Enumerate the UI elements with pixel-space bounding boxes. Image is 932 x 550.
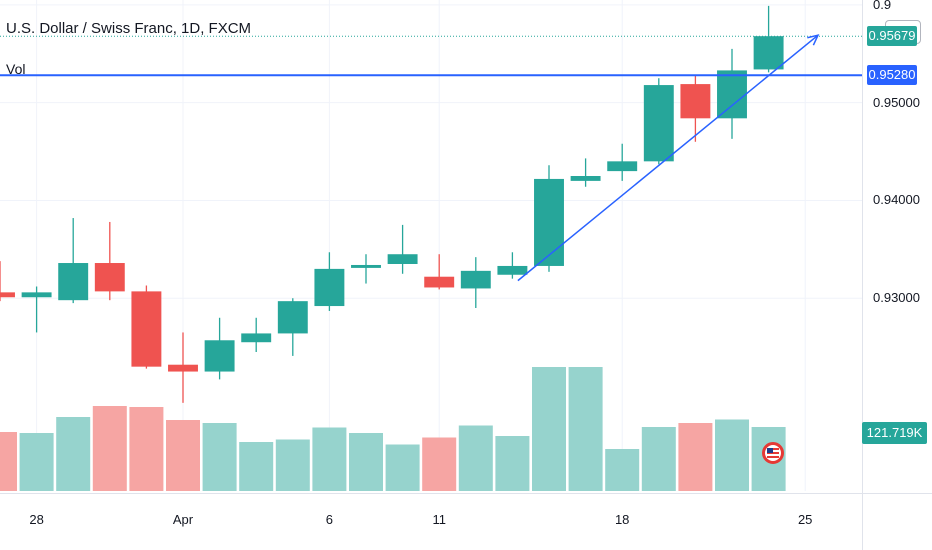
volume-bar xyxy=(312,427,347,491)
volume-bar xyxy=(422,437,457,491)
time-axis-label: 11 xyxy=(432,512,446,527)
volume-bar xyxy=(715,419,749,491)
volume-bar xyxy=(0,432,17,491)
volume-bar xyxy=(202,423,237,491)
candle-body xyxy=(277,301,308,334)
volume-bar xyxy=(92,406,127,491)
candle-body xyxy=(0,292,15,298)
volume-bar xyxy=(605,449,640,491)
price-axis-label: 0.93000 xyxy=(873,290,920,306)
candle-body xyxy=(204,340,235,372)
flag-canton xyxy=(767,448,773,453)
time-axis-label: 6 xyxy=(325,512,334,527)
time-axis-label: 25 xyxy=(797,512,813,527)
volume-bar xyxy=(458,425,493,491)
volume-legend-label[interactable]: Vol xyxy=(6,61,26,77)
price-axis-label: 0.95000 xyxy=(873,94,920,110)
candle-body xyxy=(21,292,52,298)
volume-bar xyxy=(532,367,566,491)
candle-body xyxy=(753,36,784,70)
candle-body xyxy=(717,70,747,119)
volume-bar xyxy=(19,433,54,491)
candle-body xyxy=(680,84,711,119)
volume-bar xyxy=(166,420,200,491)
candle-body xyxy=(497,265,528,275)
volume-bar xyxy=(385,444,420,491)
candle-body xyxy=(241,333,272,343)
volume-bar xyxy=(129,407,164,491)
trendline-arrowhead xyxy=(807,34,820,46)
volume-bar xyxy=(495,436,530,491)
candle-body xyxy=(387,254,418,264)
candle-body xyxy=(94,263,125,292)
candle-body xyxy=(314,268,345,307)
candle-body xyxy=(570,176,601,181)
price-axis-label: 0.94000 xyxy=(873,192,920,208)
time-axis-label: Apr xyxy=(172,512,194,527)
volume-bar xyxy=(568,367,603,491)
last-price-tag: 0.95679 xyxy=(867,26,917,47)
candle-body xyxy=(58,263,89,301)
candle-body xyxy=(460,270,491,289)
trendline xyxy=(517,34,819,282)
volume-bar xyxy=(641,427,676,491)
candle-body xyxy=(131,291,162,367)
volume-bar xyxy=(349,433,383,491)
volume-bar xyxy=(678,423,713,491)
volume-bar xyxy=(56,417,91,491)
candle-body xyxy=(351,264,381,268)
candle-body xyxy=(168,364,198,372)
volume-bar xyxy=(275,439,310,491)
candle-body xyxy=(424,276,455,288)
candle-body xyxy=(534,178,564,266)
volume-value-tag: 121.719K xyxy=(862,422,927,444)
price-axis-label: 0.9 xyxy=(873,0,892,12)
candle-body xyxy=(607,161,638,172)
horizontal-line-price-tag: 0.95280 xyxy=(867,65,917,86)
candle-body xyxy=(643,85,674,162)
flag-stripes xyxy=(767,448,779,459)
symbol-title[interactable]: U.S. Dollar / Swiss Franc, 1D, FXCM xyxy=(6,20,252,37)
volume-bar xyxy=(239,442,274,491)
time-axis-label: 28 xyxy=(29,512,44,527)
us-flag-icon[interactable] xyxy=(762,442,784,464)
time-axis-label: 18 xyxy=(614,512,630,527)
